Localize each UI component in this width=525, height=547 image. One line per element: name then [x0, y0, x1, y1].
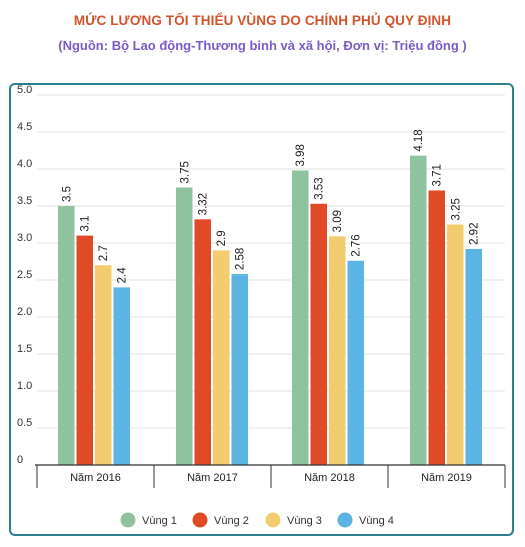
bar: [410, 155, 427, 465]
legend-label: Vùng 4: [359, 515, 394, 527]
y-tick-label: 4.0: [17, 158, 32, 170]
y-tick-label: 0: [17, 454, 23, 466]
bar: [58, 206, 75, 465]
legend-marker: [265, 512, 281, 528]
bar: [447, 224, 464, 465]
y-axis-ticks: 0 0.5 1.0 1.5 2.0 2.5 3.0 3.5 4.0 4.5 5.0: [17, 84, 32, 466]
x-tick-label: Năm 2017: [187, 472, 238, 484]
x-axis: Năm 2016 Năm 2017 Năm 2018 Năm 2019: [35, 464, 506, 488]
bar: [292, 170, 309, 466]
bar: [347, 260, 364, 465]
legend-label: Vùng 2: [214, 515, 249, 527]
data-label: 2.9: [216, 230, 228, 246]
bar: [176, 187, 193, 465]
data-label: 2.4: [117, 267, 129, 284]
data-label: 2.7: [98, 245, 110, 261]
bar: [76, 235, 93, 465]
bar: [113, 287, 130, 465]
data-label: 3.25: [450, 198, 462, 220]
legend-label: Vùng 1: [142, 515, 177, 527]
legend-marker: [192, 512, 208, 528]
data-label: 3.71: [432, 164, 444, 186]
y-tick-label: 2.0: [17, 306, 32, 318]
data-label: 3.09: [332, 210, 344, 232]
x-tick-label: Năm 2016: [70, 472, 121, 484]
data-label: 3.5: [61, 186, 73, 202]
legend-label: Vùng 3: [287, 515, 322, 527]
legend-marker: [120, 512, 136, 528]
x-tick-label: Năm 2019: [421, 472, 472, 484]
bar: [213, 250, 230, 465]
data-label: 2.92: [469, 223, 481, 245]
bar: [95, 265, 112, 465]
data-label: 2.76: [351, 234, 363, 256]
data-label: 3.75: [179, 161, 191, 183]
x-tick-label: Năm 2018: [304, 472, 355, 484]
data-label: 2.58: [235, 248, 247, 270]
legend: Vùng 1 Vùng 2 Vùng 3 Vùng 4: [120, 512, 394, 528]
data-label: 3.1: [80, 216, 92, 232]
data-label: 3.32: [198, 193, 210, 215]
y-tick-label: 0.5: [17, 417, 32, 429]
y-tick-label: 1.0: [17, 380, 32, 392]
y-tick-label: 3.0: [17, 232, 32, 244]
y-tick-label: 2.5: [17, 269, 32, 281]
y-tick-label: 3.5: [17, 195, 32, 207]
bar: [231, 274, 248, 465]
data-label: 3.53: [314, 177, 326, 199]
data-label: 4.18: [413, 129, 425, 151]
bar: [428, 190, 445, 465]
chart-title: MỨC LƯƠNG TỐI THIỂU VÙNG DO CHÍNH PHỦ QU…: [73, 13, 452, 28]
bar: [329, 236, 346, 465]
data-labels: 3.5 3.1 2.7 2.4 3.75 3.32 2.9 2.58 3.98 3.53 3.09 2…: [61, 129, 481, 283]
bar: [465, 248, 482, 465]
y-tick-label: 1.5: [17, 343, 32, 355]
legend-marker: [337, 512, 353, 528]
bar: [310, 203, 327, 465]
bar: [194, 219, 211, 465]
y-tick-label: 4.5: [17, 121, 32, 133]
bars: [58, 155, 482, 466]
data-label: 3.98: [295, 144, 307, 166]
y-tick-label: 5.0: [17, 84, 32, 96]
chart-subtitle: (Nguồn: Bộ Lao động-Thương binh và xã hộ…: [58, 38, 467, 53]
